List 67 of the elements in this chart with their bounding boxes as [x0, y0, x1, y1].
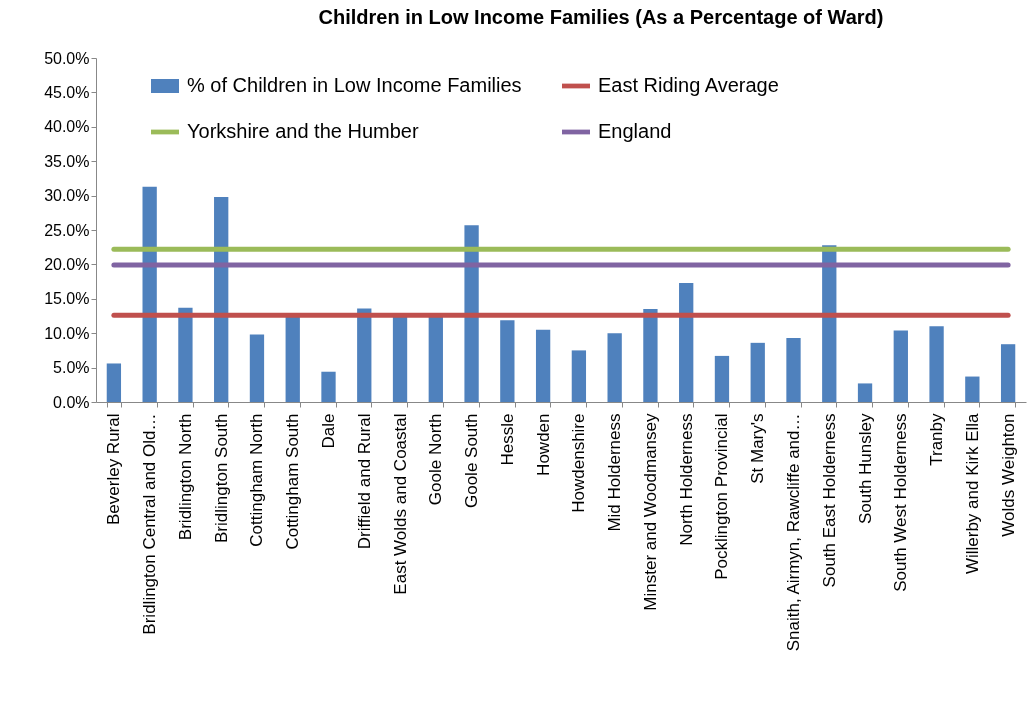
x-tick-label: Cottingham North	[247, 413, 267, 547]
bar	[214, 196, 229, 402]
bar	[464, 225, 479, 402]
x-tick-label: South East Holderness	[819, 413, 839, 588]
x-tick-label: Beverley Rural	[104, 413, 124, 525]
y-tick-label: 20.0%	[44, 255, 90, 273]
bar	[929, 326, 944, 402]
y-tick-label: 35.0%	[44, 152, 90, 170]
bar	[321, 371, 336, 402]
chart-title: Children in Low Income Families (As a Percentage of Ward)	[318, 6, 884, 28]
y-tick-label: 45.0%	[44, 83, 90, 101]
bar	[500, 320, 515, 402]
x-tick-label: Willerby and Kirk Ella	[962, 412, 982, 575]
bar	[535, 329, 551, 402]
x-tick-label: Bridlington Central and Old…	[140, 413, 160, 635]
x-tick-label: Pocklington Provincial	[712, 413, 732, 580]
x-tick-label: Tranby	[927, 413, 947, 466]
y-tick-label: 0.0%	[53, 393, 90, 411]
x-tick-label: Dale	[319, 413, 338, 449]
bar	[714, 355, 730, 402]
y-tick-label: 15.0%	[44, 290, 90, 308]
bar	[142, 186, 157, 402]
x-tick-label: Mid Holderness	[605, 413, 625, 532]
legend-label: % of Children in Low Income Families	[187, 74, 522, 96]
y-tick-label: 30.0%	[44, 187, 90, 205]
bar	[965, 376, 980, 402]
bar	[285, 316, 300, 402]
x-tick-label: Howden	[533, 413, 553, 476]
bar	[106, 363, 122, 402]
x-tick-label: Minster and Woodmansey	[640, 413, 660, 611]
bar	[786, 338, 801, 402]
bar	[857, 383, 873, 402]
x-tick-label: South Hunsley	[855, 413, 875, 525]
x-tick-label: Goole South	[462, 413, 482, 509]
bar	[178, 307, 193, 402]
x-tick-label: Goole North	[426, 413, 446, 506]
bar	[428, 316, 443, 402]
legend-label: Yorkshire and the Humber	[187, 120, 419, 142]
x-tick-label: East Wolds and Coastal	[390, 413, 410, 595]
legend-label: East Riding Average	[598, 74, 779, 96]
x-tick-label: St Mary's	[748, 413, 768, 484]
bar	[607, 333, 622, 402]
y-tick-label: 10.0%	[44, 324, 90, 342]
x-tick-label: Driffield and Rural	[354, 413, 374, 550]
bar	[750, 342, 765, 402]
bar	[392, 315, 408, 402]
bar	[249, 334, 265, 402]
bar	[1000, 344, 1016, 402]
y-tick-label: 25.0%	[44, 221, 90, 239]
x-tick-label: Bridlington South	[211, 413, 231, 543]
bar	[357, 308, 372, 402]
x-tick-label: Hessle	[497, 413, 517, 466]
bar	[679, 282, 694, 402]
x-tick-label: Bridlington North	[175, 413, 195, 541]
x-tick-label: Snaith, Airmyn, Rawcliffe and…	[784, 413, 803, 652]
y-tick-label: 5.0%	[53, 359, 90, 377]
bar	[571, 350, 587, 402]
x-tick-label: Cottingham South	[283, 413, 303, 550]
bar	[893, 330, 908, 402]
bar	[643, 309, 658, 402]
x-tick-label: Wolds Weighton	[998, 413, 1018, 537]
y-tick-label: 50.0%	[44, 49, 90, 67]
legend-label: England	[598, 120, 672, 142]
x-tick-label: South West Holderness	[891, 413, 911, 592]
y-tick-label: 40.0%	[44, 118, 90, 136]
x-tick-label: Howdenshire	[569, 413, 589, 513]
x-tick-label: North Holderness	[676, 413, 696, 546]
